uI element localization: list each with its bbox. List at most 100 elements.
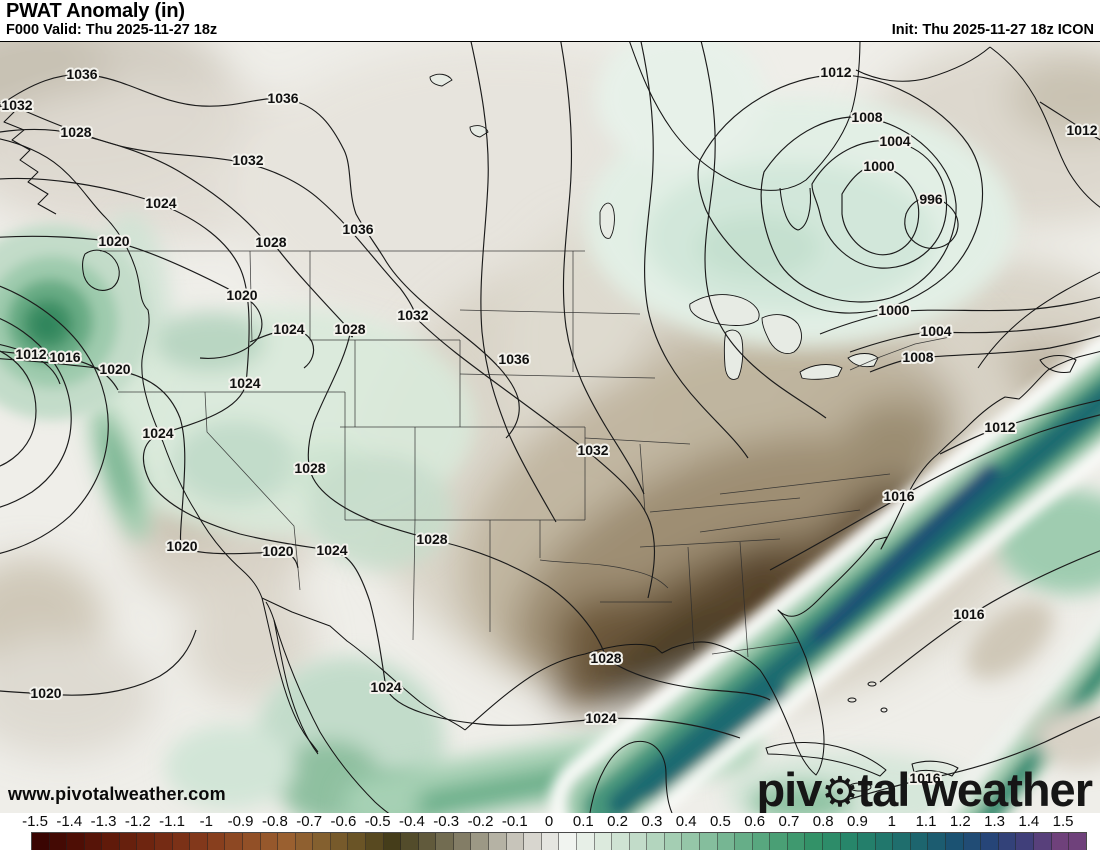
colorbar-cell	[805, 833, 824, 850]
colorbar-cell	[998, 833, 1017, 850]
colorbar-cell	[735, 833, 753, 850]
colorbar-cell	[910, 833, 929, 850]
contour-label: 1020	[99, 361, 130, 377]
colorbar-cell	[946, 833, 964, 850]
map-canvas: 1036 1032 1036 1028 1032 1024 1020 1036 1028 1020…	[0, 42, 1100, 813]
contour-label: 1004	[879, 133, 910, 149]
colorbar-tick: -1.5	[22, 813, 48, 830]
coastlines	[0, 42, 1100, 813]
contour-label: 1028	[334, 321, 365, 337]
contour-label: 1024	[142, 425, 173, 441]
contour-label: 1012	[15, 346, 46, 362]
contour-label: 1016	[49, 349, 80, 365]
colorbar-cell	[875, 833, 894, 850]
contour-label: 1028	[416, 531, 447, 547]
colorbar-tick-labels: -1.5 -1.4 -1.3 -1.2 -1.1 -1 -0.9 -0.8 -0.7 -0.6 -0…	[0, 813, 1100, 832]
colorbar-tick: -0.9	[227, 813, 254, 830]
pressure-contours	[0, 42, 1100, 803]
colorbar-tick: 1	[887, 813, 896, 830]
colorbar-cell	[67, 833, 85, 850]
colorbar-tick: 0.3	[641, 813, 663, 830]
colorbar-tick: -1.3	[90, 813, 117, 830]
colorbar-tick: 1.4	[1018, 813, 1040, 830]
contour-label: 1036	[498, 351, 529, 367]
brand-watermark: piv⚙tal weather	[756, 762, 1093, 814]
contour-label: 1036	[66, 66, 97, 82]
colorbar-tick: -0.5	[364, 813, 391, 830]
colorbar-cell	[858, 833, 876, 850]
contour-label: 1012	[820, 64, 851, 80]
contour-label: 1004	[920, 323, 951, 339]
contour-label: 1012	[984, 419, 1015, 435]
contour-label: 1024	[370, 679, 401, 695]
contour-label: 1008	[902, 349, 933, 365]
colorbar-cell	[629, 833, 648, 850]
contour-label: 1028	[255, 234, 286, 250]
contour-label: 1024	[229, 375, 260, 391]
colorbar-tick: -1	[199, 813, 214, 830]
header: PWAT Anomaly (in) F000 Valid: Thu 2025-1…	[0, 0, 1100, 41]
colorbar-tick: -0.1	[501, 813, 528, 830]
contour-label: 1028	[590, 650, 621, 666]
colorbar-tick: -0.3	[433, 813, 460, 830]
colorbar-cell	[489, 833, 507, 850]
brand-suffix: tal weather	[857, 762, 1093, 814]
colorbar-cell	[963, 833, 982, 850]
colorbar-tick: 1.3	[984, 813, 1005, 830]
colorbar-cell	[506, 833, 525, 850]
colorbar-cell	[207, 833, 226, 850]
contour-label: 1008	[851, 109, 882, 125]
colorbar-tick: -1.4	[56, 813, 83, 830]
colorbar-cell	[102, 833, 120, 850]
colorbar-cell	[1033, 833, 1052, 850]
colorbar-cell	[928, 833, 947, 850]
colorbar-cell	[172, 833, 191, 850]
colorbar	[31, 832, 1087, 850]
colorbar-cell	[541, 833, 560, 850]
colorbar-tick: 1.2	[949, 813, 971, 830]
colorbar-cell	[313, 833, 331, 850]
valid-time-label: F000 Valid: Thu 2025-11-27 18z	[6, 22, 218, 38]
colorbar-cell	[682, 833, 700, 850]
contour-label: 1020	[262, 543, 293, 559]
state-borders	[100, 250, 951, 658]
colorbar-cell	[225, 833, 243, 850]
colorbar-cell	[770, 833, 788, 850]
contour-label: 1032	[1, 97, 32, 113]
weather-map: 1036 1032 1036 1028 1032 1024 1020 1036 1028 1020…	[0, 41, 1100, 814]
colorbar-cell	[137, 833, 156, 850]
colorbar-cell	[84, 833, 103, 850]
colorbar-cell	[1016, 833, 1034, 850]
anomaly-shading	[0, 42, 1100, 813]
colorbar-tick: 0.9	[847, 813, 868, 830]
colorbar-cell	[647, 833, 665, 850]
contour-label: 1012	[1066, 122, 1097, 138]
colorbar-cell	[1069, 833, 1086, 850]
contour-label: 996	[919, 191, 943, 207]
colorbar-cell	[401, 833, 419, 850]
colorbar-cell	[49, 833, 68, 850]
colorbar-tick: 0.2	[607, 813, 629, 830]
contour-label: 1024	[273, 321, 304, 337]
colorbar-cell	[119, 833, 138, 850]
colorbar-cell	[612, 833, 630, 850]
contour-label: 1024	[145, 195, 176, 211]
colorbar-tick: 0.5	[709, 813, 731, 830]
contour-labels: 1036 1032 1036 1028 1032 1024 1020 1036 1028 1020…	[0, 62, 1100, 788]
contour-label: 1036	[342, 221, 373, 237]
contour-label: 1024	[585, 710, 616, 726]
colorbar-cell	[576, 833, 595, 850]
colorbar-cell	[787, 833, 806, 850]
colorbar-tick: -1.1	[159, 813, 186, 830]
colorbar-cell	[559, 833, 577, 850]
contour-label: 1016	[909, 770, 940, 786]
colorbar-tick: -0.2	[467, 813, 494, 830]
colorbar-cell	[330, 833, 349, 850]
init-time-label: Init: Thu 2025-11-27 18z ICON	[891, 22, 1094, 38]
contour-label: 1024	[316, 542, 347, 558]
colorbar-tick: 1.5	[1052, 813, 1074, 830]
contour-label: 1028	[294, 460, 325, 476]
contour-label: 1028	[60, 124, 91, 140]
colorbar-cell	[383, 833, 402, 850]
